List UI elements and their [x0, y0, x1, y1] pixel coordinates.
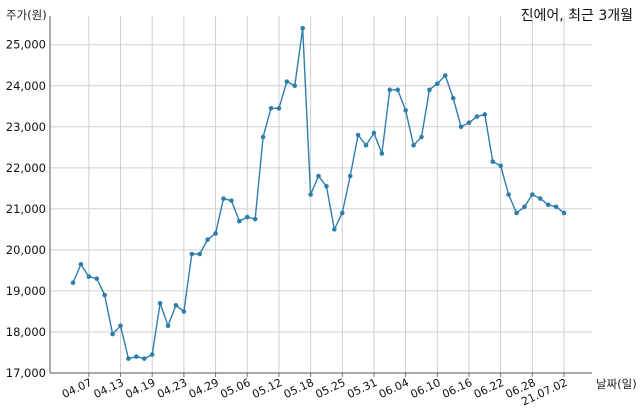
- data-point: [339, 210, 345, 216]
- data-point: [490, 159, 496, 164]
- data-point: [450, 95, 456, 101]
- data-point: [332, 227, 337, 232]
- data-point: [395, 87, 401, 93]
- chart-title: 진에어, 최근 3개월: [521, 8, 633, 24]
- y-tick-label: 23,000: [6, 120, 46, 134]
- data-point: [482, 112, 488, 117]
- data-point: [268, 106, 274, 111]
- data-point: [458, 124, 464, 130]
- x-tick-label: 04.13: [92, 376, 126, 401]
- data-point: [252, 216, 258, 222]
- data-point: [522, 204, 527, 210]
- y-tick-label: 18,000: [6, 325, 46, 339]
- data-point: [371, 130, 377, 136]
- x-tick-label: 06.16: [440, 376, 474, 401]
- x-tick-label: 05.18: [282, 376, 316, 401]
- data-point: [442, 73, 448, 78]
- data-point: [157, 300, 163, 306]
- y-tick-labels: 17,000 18,000 19,000 20,000 21,000 22,000 23,0…: [6, 38, 46, 380]
- data-point: [316, 173, 321, 179]
- x-tick-label: 05.06: [218, 376, 252, 401]
- data-point: [506, 192, 511, 197]
- data-point: [308, 192, 313, 197]
- data-point: [86, 274, 92, 279]
- data-point: [466, 120, 472, 125]
- x-tick-label: 04.07: [60, 376, 94, 401]
- data-point: [355, 132, 361, 138]
- x-tick-labels: 04.0704.1304.1904.2304.2905.0605.1205.18…: [60, 376, 569, 408]
- data-point: [94, 276, 100, 281]
- data-point: [514, 210, 519, 216]
- data-point: [284, 79, 290, 84]
- y-tick-label: 22,000: [6, 161, 46, 175]
- data-point: [403, 108, 408, 113]
- data-point: [347, 173, 353, 179]
- x-tick-label: 04.19: [123, 376, 157, 401]
- data-point: [498, 163, 503, 169]
- data-point: [411, 142, 416, 148]
- data-point: [435, 81, 440, 87]
- data-point: [419, 134, 424, 140]
- data-point: [149, 352, 155, 357]
- data-point: [165, 323, 171, 329]
- y-tick-label: 25,000: [6, 38, 46, 52]
- data-point: [244, 214, 250, 220]
- data-point: [237, 218, 242, 224]
- series-line: [72, 27, 565, 360]
- y-tick-label: 17,000: [6, 366, 46, 380]
- data-point: [276, 106, 282, 111]
- data-point: [363, 142, 369, 148]
- data-point: [78, 261, 84, 267]
- price-line: [72, 27, 565, 360]
- data-point: [530, 192, 535, 197]
- data-point: [545, 202, 551, 208]
- data-point: [118, 323, 123, 329]
- data-point: [102, 292, 107, 298]
- x-tick-label: 06.22: [472, 376, 506, 401]
- y-tick-label: 19,000: [6, 284, 46, 298]
- x-tick-label: 06.04: [377, 376, 411, 401]
- data-point: [197, 251, 203, 257]
- data-point: [474, 114, 480, 119]
- x-tick-label: 04.29: [187, 376, 221, 401]
- y-tick-label: 20,000: [6, 243, 46, 257]
- data-point: [260, 134, 266, 140]
- data-point: [181, 309, 187, 314]
- data-point: [134, 354, 139, 359]
- x-axis-title: 날짜(일): [596, 377, 637, 391]
- data-points: [70, 26, 567, 361]
- y-tick-label: 24,000: [6, 79, 46, 93]
- data-point: [213, 231, 218, 236]
- data-point: [379, 151, 385, 156]
- x-tick-label: 05.12: [250, 376, 284, 401]
- data-point: [427, 87, 432, 93]
- x-tick-label: 05.25: [314, 376, 348, 401]
- data-point: [110, 331, 115, 337]
- data-point: [70, 280, 76, 286]
- data-point: [189, 251, 195, 257]
- axes: [49, 16, 592, 377]
- x-tick-label: 06.10: [409, 376, 443, 401]
- y-tick-label: 21,000: [6, 202, 46, 216]
- data-point: [205, 237, 210, 242]
- data-point: [561, 210, 567, 216]
- x-tick-label: 05.31: [345, 376, 379, 401]
- data-point: [300, 26, 305, 31]
- data-point: [553, 204, 559, 210]
- data-point: [387, 87, 393, 93]
- data-point: [173, 302, 179, 308]
- data-point: [537, 196, 543, 201]
- grid-lines: [50, 16, 592, 374]
- data-point: [221, 196, 226, 201]
- data-point: [324, 183, 329, 189]
- data-point: [292, 83, 298, 89]
- data-point: [141, 356, 147, 361]
- data-point: [126, 356, 131, 361]
- data-point: [229, 198, 234, 203]
- x-tick-label: 04.23: [155, 376, 189, 401]
- y-axis-title: 주가(원): [6, 8, 47, 22]
